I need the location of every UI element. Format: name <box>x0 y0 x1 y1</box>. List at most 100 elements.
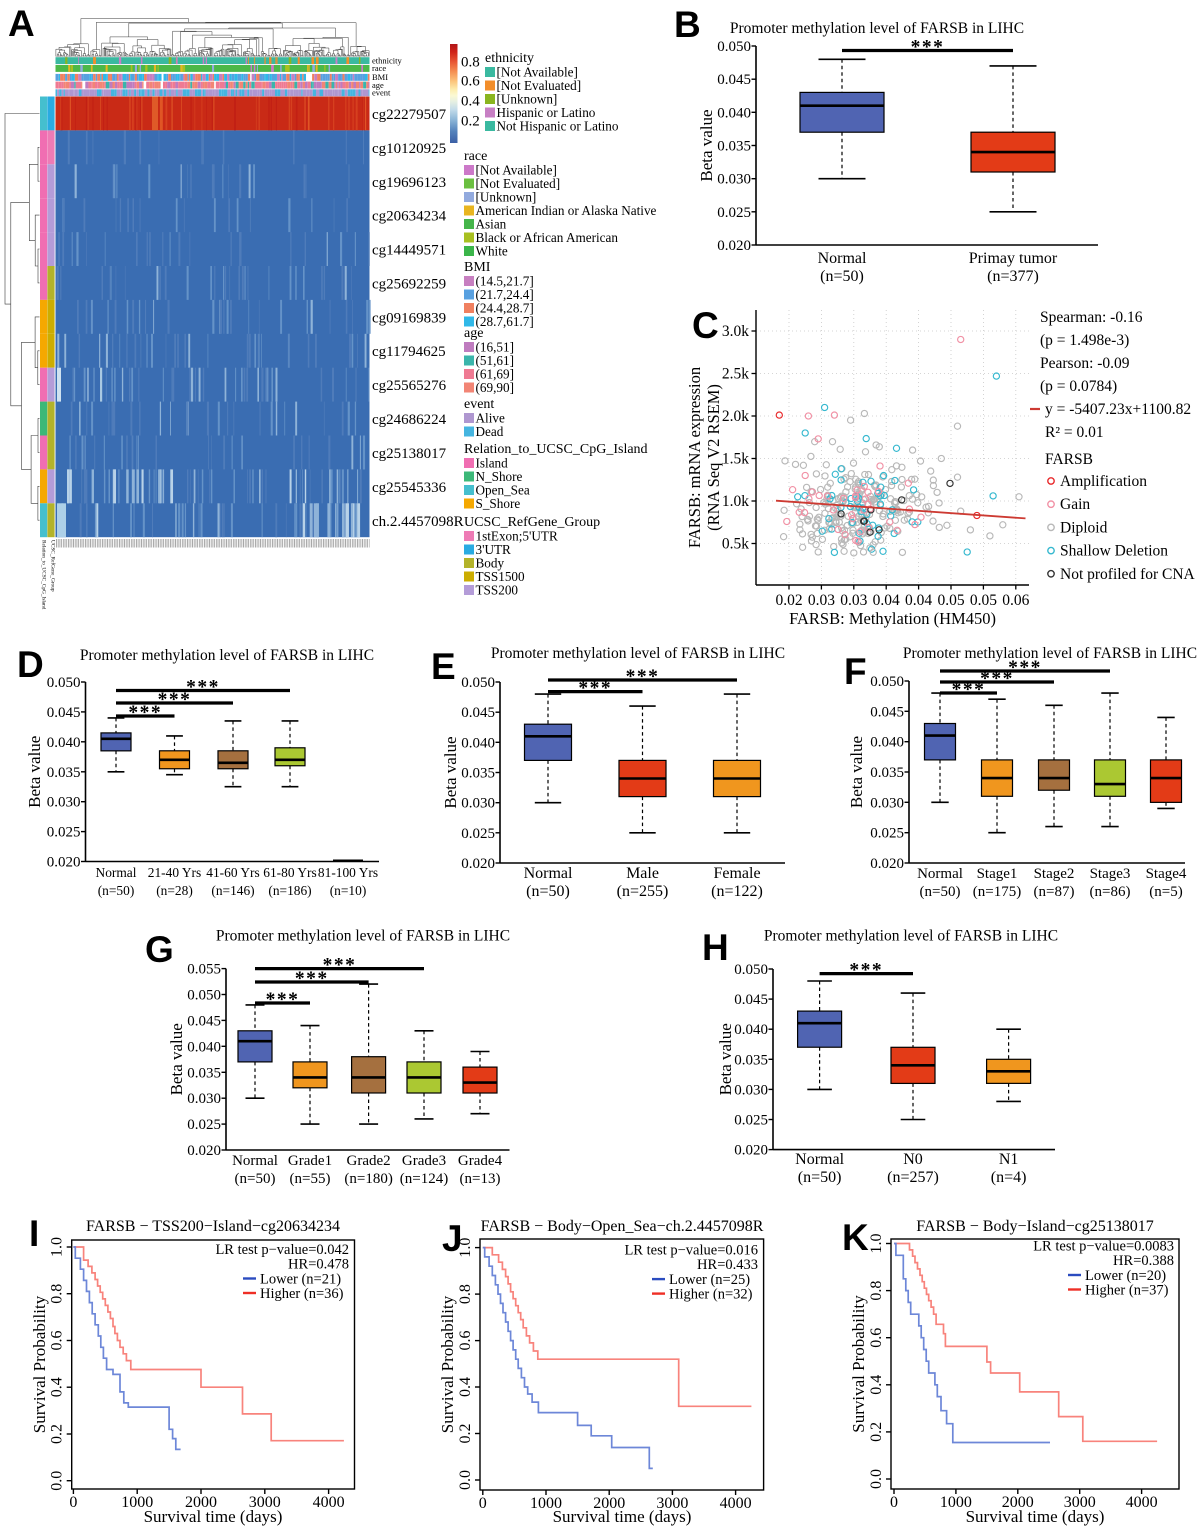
svg-text:0.6: 0.6 <box>461 74 480 90</box>
svg-text:Grade2: Grade2 <box>347 1153 391 1169</box>
svg-text:3'UTR: 3'UTR <box>476 542 512 557</box>
svg-text:0.055: 0.055 <box>187 962 221 978</box>
svg-text:0.025: 0.025 <box>717 205 751 221</box>
svg-text:(n=28): (n=28) <box>156 883 193 898</box>
svg-text:0.035: 0.035 <box>734 1052 768 1068</box>
svg-text:2000: 2000 <box>1002 1494 1034 1511</box>
svg-text:y = -5407.23x+1100.82: y = -5407.23x+1100.82 <box>1045 401 1191 418</box>
svg-text:***: *** <box>323 955 357 976</box>
svg-text:0.030: 0.030 <box>717 172 751 188</box>
svg-text:0.040: 0.040 <box>734 1022 768 1038</box>
svg-text:***: *** <box>849 960 883 981</box>
svg-text:Body: Body <box>476 556 505 571</box>
svg-text:0.050: 0.050 <box>187 988 221 1004</box>
svg-text:LR test p−value=0.042: LR test p−value=0.042 <box>215 1242 349 1258</box>
svg-text:Male: Male <box>626 865 659 882</box>
svg-text:0.5k: 0.5k <box>722 536 749 553</box>
svg-text:61-80 Yrs: 61-80 Yrs <box>263 865 316 880</box>
svg-text:0.025: 0.025 <box>187 1117 221 1133</box>
svg-text:cg19696123: cg19696123 <box>372 175 446 191</box>
svg-text:0.045: 0.045 <box>47 705 81 721</box>
svg-text:LR test p−value=0.016: LR test p−value=0.016 <box>624 1243 758 1259</box>
svg-text:0.020: 0.020 <box>717 238 751 254</box>
svg-text:0.045: 0.045 <box>734 992 768 1008</box>
svg-text:G: G <box>145 929 174 970</box>
svg-text:(n=87): (n=87) <box>1034 884 1075 900</box>
svg-text:R² = 0.01: R² = 0.01 <box>1045 424 1104 441</box>
svg-text:[Not Available]: [Not Available] <box>497 65 578 80</box>
svg-text:Survival time (days): Survival time (days) <box>144 1507 283 1526</box>
svg-text:HR=0.478: HR=0.478 <box>288 1257 349 1273</box>
svg-text:Lower (n=21): Lower (n=21) <box>260 1272 341 1288</box>
svg-text:cg25565276: cg25565276 <box>372 378 447 394</box>
svg-text:A: A <box>8 3 35 44</box>
svg-text:0.045: 0.045 <box>187 1013 221 1029</box>
svg-text:American Indian or Alaska Nati: American Indian or Alaska Native <box>476 203 657 218</box>
svg-text:0.6: 0.6 <box>49 1330 66 1350</box>
svg-text:0.040: 0.040 <box>187 1039 221 1055</box>
svg-text:0.025: 0.025 <box>47 825 81 841</box>
svg-text:Survival time (days): Survival time (days) <box>553 1507 692 1526</box>
svg-text:(n=124): (n=124) <box>400 1171 448 1187</box>
svg-text:0: 0 <box>890 1494 898 1511</box>
svg-text:(24.4,28.7]: (24.4,28.7] <box>476 301 534 316</box>
svg-text:***: *** <box>295 969 329 990</box>
svg-text:Survival time (days): Survival time (days) <box>966 1507 1105 1526</box>
svg-text:0.030: 0.030 <box>734 1082 768 1098</box>
svg-text:Dead: Dead <box>476 424 504 439</box>
svg-text:0.4: 0.4 <box>49 1377 66 1397</box>
svg-text:0.035: 0.035 <box>870 765 904 781</box>
svg-text:Gain: Gain <box>1060 496 1090 513</box>
svg-text:0.040: 0.040 <box>717 105 751 121</box>
svg-text:0.040: 0.040 <box>870 735 904 751</box>
svg-text:0.2: 0.2 <box>461 114 480 130</box>
svg-text:0.035: 0.035 <box>461 766 495 782</box>
svg-text:0.030: 0.030 <box>461 796 495 812</box>
svg-text:cg20634234: cg20634234 <box>372 209 447 225</box>
svg-text:2.0k: 2.0k <box>722 408 749 425</box>
svg-text:(n=50): (n=50) <box>820 268 864 285</box>
svg-text:Alive: Alive <box>476 411 505 426</box>
svg-text:(16,51]: (16,51] <box>476 340 514 355</box>
svg-text:0.030: 0.030 <box>187 1091 221 1107</box>
svg-text:4000: 4000 <box>313 1494 345 1511</box>
svg-text:Stage3: Stage3 <box>1090 866 1131 882</box>
svg-text:(n=255): (n=255) <box>617 883 669 900</box>
svg-text:0.4: 0.4 <box>868 1375 885 1395</box>
svg-text:White: White <box>476 244 508 259</box>
svg-text:Normal: Normal <box>232 1153 278 1169</box>
svg-text:Beta value: Beta value <box>441 736 460 808</box>
svg-text:(n=50): (n=50) <box>526 883 570 900</box>
svg-text:Beta value: Beta value <box>716 1023 735 1095</box>
svg-text:[Not Available]: [Not Available] <box>476 163 557 178</box>
svg-text:0.050: 0.050 <box>717 39 751 55</box>
svg-text:0.02: 0.02 <box>775 592 802 609</box>
svg-text:1.0k: 1.0k <box>722 493 749 510</box>
svg-text:0.045: 0.045 <box>461 705 495 721</box>
svg-text:F: F <box>844 651 867 692</box>
svg-text:(69,90]: (69,90] <box>476 380 514 395</box>
svg-text:H: H <box>702 927 729 968</box>
svg-text:Promoter methylation level of: Promoter methylation level of FARSB in L… <box>80 647 374 664</box>
svg-text:Grade3: Grade3 <box>402 1153 446 1169</box>
svg-text:[Unknown]: [Unknown] <box>476 190 537 205</box>
svg-text:0.050: 0.050 <box>734 962 768 978</box>
svg-text:Normal: Normal <box>524 865 573 882</box>
svg-text:4000: 4000 <box>720 1495 752 1512</box>
svg-text:0.06: 0.06 <box>1002 592 1029 609</box>
svg-text:N1: N1 <box>999 1151 1019 1168</box>
svg-text:0.025: 0.025 <box>734 1113 768 1129</box>
svg-text:Survival Probability: Survival Probability <box>438 1295 457 1433</box>
svg-text:0.020: 0.020 <box>187 1143 221 1159</box>
svg-text:age: age <box>372 80 384 90</box>
svg-text:[Unknown]: [Unknown] <box>497 92 558 107</box>
svg-text:event: event <box>464 397 494 412</box>
svg-text:3000: 3000 <box>656 1495 688 1512</box>
svg-text:0.025: 0.025 <box>870 826 904 842</box>
svg-text:(n=50): (n=50) <box>98 883 135 898</box>
svg-text:FARSB − Body−Open_Sea−ch.2.445: FARSB − Body−Open_Sea−ch.2.4457098R <box>481 1218 764 1235</box>
svg-text:Beta value: Beta value <box>847 736 866 808</box>
svg-text:0.025: 0.025 <box>461 826 495 842</box>
svg-text:(RNA Seq V2 RSEM): (RNA Seq V2 RSEM) <box>704 384 723 531</box>
svg-text:0.4: 0.4 <box>461 94 480 110</box>
